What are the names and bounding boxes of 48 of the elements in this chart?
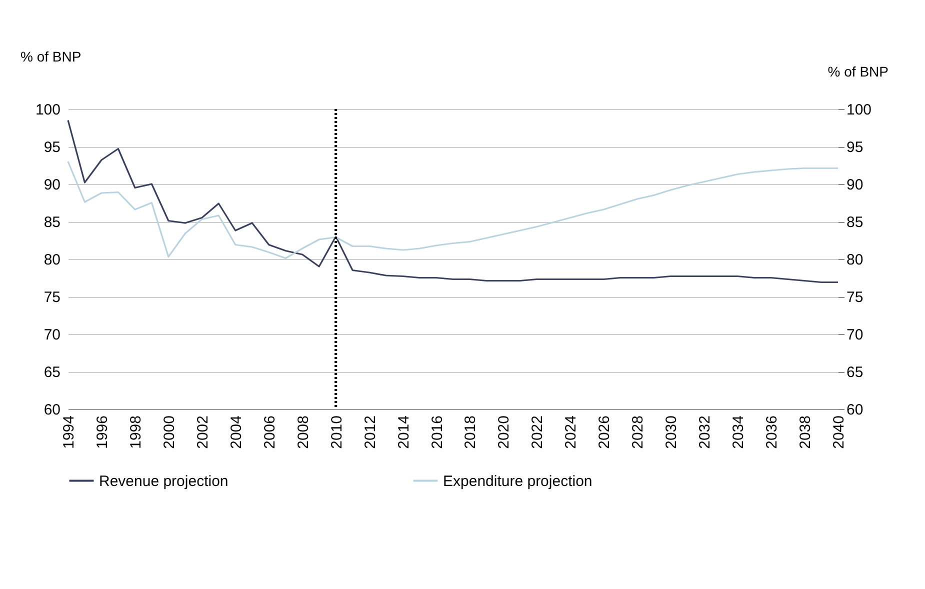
y2-axis-title: % of BNP — [828, 64, 888, 80]
y-tick-label: 75 — [44, 289, 60, 306]
x-tick-label: 2020 — [496, 416, 513, 449]
x-tick-label: 2004 — [228, 416, 245, 449]
x-tick-label: 2022 — [529, 416, 546, 449]
x-tick-label: 1994 — [60, 416, 78, 449]
x-tick-label: 2012 — [362, 416, 379, 449]
x-tick-label: 1996 — [94, 416, 111, 449]
y-tick-label: 100 — [35, 102, 60, 118]
x-tick-label: 2040 — [830, 416, 848, 449]
x-tick-label: 2008 — [294, 416, 312, 449]
y2-tick-label: 80 — [846, 252, 864, 268]
line-series — [67, 119, 839, 284]
legend-label: Expenditure projection — [443, 472, 592, 490]
x-tick-label: 2000 — [160, 416, 178, 449]
y-axis-title: % of BNP — [20, 48, 82, 64]
x-tick-label: 2018 — [462, 416, 480, 449]
x-tick-label: 2026 — [596, 416, 614, 449]
x-tick-label: 2010 — [328, 416, 346, 449]
y-tick-label: 90 — [44, 176, 60, 194]
y-tick-label: 80 — [44, 252, 60, 268]
x-tick-label: 2034 — [730, 416, 748, 449]
y2-tick-label: 75 — [846, 289, 864, 306]
x-tick-label: 2032 — [696, 416, 714, 449]
y-tick-label: 65 — [44, 364, 60, 381]
x-tick-label: 2024 — [562, 416, 580, 449]
x-tick-label: 2016 — [428, 416, 446, 449]
x-tick-label: 2030 — [663, 416, 680, 449]
x-tick-label: 2038 — [797, 416, 814, 449]
x-tick-label: 2028 — [630, 416, 647, 449]
y2-tick-label: 85 — [846, 214, 864, 231]
y-tick-label: 60 — [44, 402, 60, 418]
legend-label: Revenue projection — [99, 472, 228, 490]
x-tick-label: 2036 — [764, 416, 781, 449]
y-tick-label: 95 — [44, 139, 60, 156]
x-tick-label: 2014 — [395, 416, 412, 449]
line-series — [67, 160, 839, 260]
y-tick-label: 85 — [44, 214, 60, 231]
y2-tick-label: 90 — [846, 176, 864, 194]
y2-tick-label: 65 — [846, 364, 864, 381]
x-tick-label: 2002 — [194, 416, 212, 449]
y2-tick-label: 60 — [846, 402, 864, 418]
x-tick-label: 1998 — [127, 416, 144, 449]
y2-tick-label: 95 — [846, 139, 864, 156]
y2-tick-label: 100 — [846, 102, 872, 118]
x-tick-label: 2006 — [261, 416, 278, 449]
y-tick-label: 70 — [44, 326, 60, 344]
y2-tick-label: 70 — [846, 326, 864, 344]
